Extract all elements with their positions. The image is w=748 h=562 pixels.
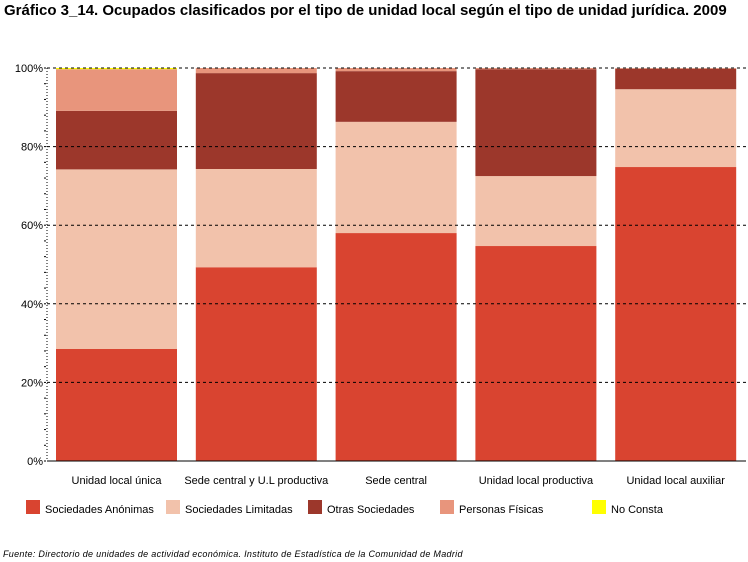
y-tick-label: 0%: [27, 456, 43, 468]
x-tick-label: Unidad local productiva: [479, 475, 594, 487]
chart-title: Gráfico 3_14. Ocupados clasificados por …: [4, 2, 727, 19]
bar-segment: [615, 89, 737, 168]
bar-segment: [56, 348, 177, 461]
y-tick-label: 40%: [21, 299, 43, 311]
y-tick-label: 60%: [21, 220, 43, 232]
bar-segment: [56, 169, 177, 349]
x-tick-label: Sede central y U.L productiva: [184, 475, 329, 487]
bar-segment: [335, 121, 457, 234]
y-tick-label: 80%: [21, 142, 43, 154]
legend-label: Sociedades Limitadas: [185, 504, 293, 516]
legend-swatch: [592, 500, 606, 514]
bar-segment: [56, 69, 177, 111]
bar-segment: [195, 169, 317, 268]
bar-segment: [335, 68, 457, 72]
bar-segment: [335, 71, 457, 122]
legend-swatch: [166, 500, 180, 514]
source-note: Fuente: Directorio de unidades de activi…: [3, 549, 463, 559]
x-tick-label: Sede central: [365, 475, 427, 487]
y-tick-label: 20%: [21, 377, 43, 389]
bar-segment: [56, 110, 177, 170]
bar-segment: [195, 68, 317, 74]
legend-swatch: [440, 500, 454, 514]
bar-segment: [475, 69, 597, 177]
y-tick-label: 100%: [15, 63, 43, 75]
x-tick-label: Unidad local auxiliar: [626, 475, 725, 487]
legend-label: Otras Sociedades: [327, 504, 415, 516]
bar-segment: [475, 246, 597, 461]
bar-segment: [475, 176, 597, 247]
chart-legend: Sociedades Anónimas Sociedades Limitadas O…: [26, 498, 746, 522]
bar-segment: [195, 267, 317, 461]
bar-segment: [615, 167, 737, 461]
legend-label: Sociedades Anónimas: [45, 504, 154, 516]
bar-segment: [56, 68, 177, 70]
legend-label: No Consta: [611, 504, 663, 516]
bar-segment: [195, 73, 317, 170]
legend-swatch: [308, 500, 322, 514]
bar-segment: [615, 68, 737, 69]
bar-segment: [475, 68, 597, 70]
x-tick-label: Unidad local única: [72, 475, 163, 487]
legend-swatch: [26, 500, 40, 514]
stacked-bar-chart: Unidad local única Sede central y U.L pro…: [15, 63, 746, 487]
bar-segment: [615, 68, 737, 90]
bar-segment: [335, 233, 457, 461]
legend-label: Personas Físicas: [459, 504, 544, 516]
